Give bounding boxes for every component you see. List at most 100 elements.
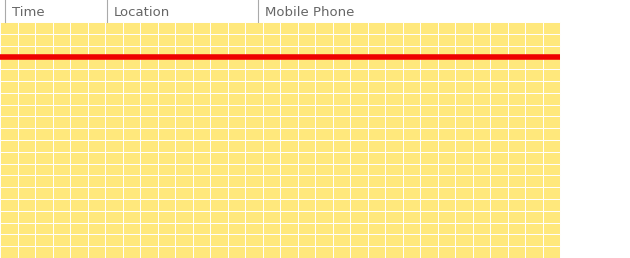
Bar — [245, 152, 263, 164]
Bar — [490, 93, 508, 104]
Bar — [297, 152, 315, 164]
Bar — [140, 235, 158, 246]
Bar — [122, 211, 140, 223]
Bar — [403, 246, 420, 258]
Bar — [70, 22, 88, 34]
Bar — [455, 152, 472, 164]
Bar — [403, 140, 420, 152]
Bar — [455, 46, 472, 57]
Bar — [158, 116, 175, 128]
Bar — [315, 164, 333, 175]
Bar — [315, 140, 333, 152]
Bar — [350, 223, 367, 235]
Bar — [70, 175, 88, 187]
Bar — [193, 57, 210, 69]
Bar — [88, 199, 105, 211]
Bar — [122, 22, 140, 34]
Bar — [437, 152, 455, 164]
Bar — [105, 140, 122, 152]
Bar — [263, 69, 280, 81]
Bar — [315, 211, 333, 223]
Bar — [35, 93, 52, 104]
Bar — [158, 211, 175, 223]
Bar — [542, 57, 560, 69]
Bar — [88, 140, 105, 152]
Bar — [437, 235, 455, 246]
Bar — [105, 93, 122, 104]
Bar — [367, 93, 385, 104]
Bar — [455, 69, 472, 81]
Bar — [88, 69, 105, 81]
Bar — [122, 93, 140, 104]
Bar — [35, 140, 52, 152]
Bar — [35, 81, 52, 93]
Bar — [385, 104, 403, 116]
Bar — [35, 34, 52, 46]
Bar — [105, 211, 122, 223]
Bar — [403, 175, 420, 187]
Bar — [18, 104, 35, 116]
Bar — [333, 223, 350, 235]
Bar — [52, 128, 70, 140]
Bar — [52, 69, 70, 81]
Bar — [158, 164, 175, 175]
Bar — [280, 140, 297, 152]
Bar — [158, 140, 175, 152]
Bar — [35, 128, 52, 140]
Bar — [333, 22, 350, 34]
Bar — [280, 34, 297, 46]
Bar — [193, 81, 210, 93]
Bar — [350, 211, 367, 223]
Bar — [315, 34, 333, 46]
Bar — [52, 152, 70, 164]
Bar — [175, 235, 193, 246]
Bar — [245, 211, 263, 223]
Bar — [297, 116, 315, 128]
Bar — [227, 22, 245, 34]
Bar — [333, 175, 350, 187]
Bar — [333, 46, 350, 57]
Bar — [88, 34, 105, 46]
Bar — [0, 187, 18, 199]
Bar — [158, 46, 175, 57]
Bar — [297, 46, 315, 57]
Bar — [52, 235, 70, 246]
Bar — [472, 140, 490, 152]
Bar — [315, 128, 333, 140]
Bar — [297, 235, 315, 246]
Bar — [472, 22, 490, 34]
Bar — [122, 223, 140, 235]
Bar — [193, 22, 210, 34]
Bar — [0, 46, 18, 57]
Bar — [297, 223, 315, 235]
Bar — [263, 93, 280, 104]
Bar — [472, 81, 490, 93]
Bar — [367, 128, 385, 140]
Bar — [158, 235, 175, 246]
Bar — [297, 246, 315, 258]
Bar — [437, 69, 455, 81]
Bar — [227, 235, 245, 246]
Bar — [350, 235, 367, 246]
Bar — [367, 223, 385, 235]
Bar — [35, 69, 52, 81]
Bar — [158, 246, 175, 258]
Bar — [280, 235, 297, 246]
Bar — [70, 34, 88, 46]
Bar — [263, 22, 280, 34]
Bar — [525, 175, 542, 187]
Bar — [158, 34, 175, 46]
Bar — [227, 34, 245, 46]
Bar — [508, 140, 525, 152]
Bar — [333, 235, 350, 246]
Bar — [70, 81, 88, 93]
Bar — [367, 22, 385, 34]
Bar — [508, 104, 525, 116]
Bar — [403, 128, 420, 140]
Bar — [385, 152, 403, 164]
Bar — [525, 235, 542, 246]
Bar — [227, 81, 245, 93]
Bar — [210, 81, 227, 93]
Bar — [227, 246, 245, 258]
Bar — [105, 69, 122, 81]
